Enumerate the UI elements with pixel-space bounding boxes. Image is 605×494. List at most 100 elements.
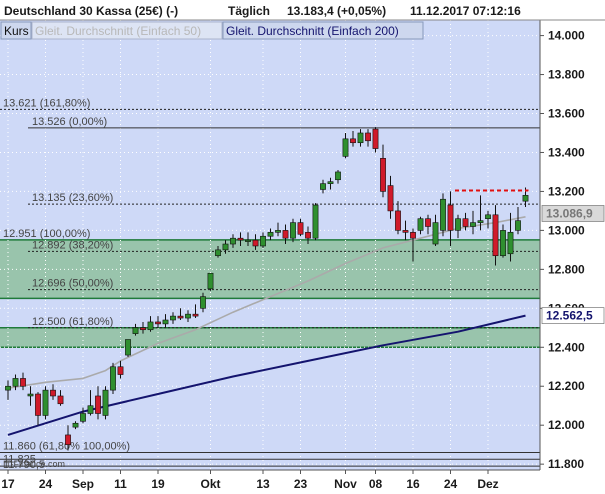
candle-body-up (5, 385, 11, 391)
candle-body-down (50, 389, 56, 397)
fib-level-label: 12.500 (61,80%) (32, 316, 113, 328)
fib-level-label: 11.790,5 (3, 459, 45, 471)
candle-body-up (102, 389, 109, 416)
x-tick-label: 17 (1, 477, 15, 491)
candle (192, 304, 199, 319)
candle-body-down (305, 232, 311, 239)
candle (245, 232, 251, 246)
candle-body-down (447, 204, 454, 231)
candle-body-up (132, 327, 139, 334)
candle-body-down (395, 210, 401, 231)
candle-body-up (507, 232, 514, 255)
candle-body-up (432, 222, 439, 245)
candle-body-up (110, 366, 116, 391)
quote-label: 13.183,4 (+0,05%) (287, 4, 386, 18)
candle-body-down (95, 395, 101, 414)
candle (372, 127, 379, 153)
candle-body-down (297, 222, 304, 235)
candle (320, 179, 326, 194)
candle-body-down (57, 395, 64, 405)
candle (507, 212, 514, 262)
candle-body-up (515, 220, 521, 231)
candle (492, 205, 499, 266)
candle (147, 316, 154, 332)
y-tick-label: 14.000 (548, 29, 585, 43)
candle (117, 360, 124, 379)
candle-body-down (425, 218, 431, 227)
candle (222, 240, 229, 254)
x-tick-label: 19 (151, 477, 165, 491)
candle (417, 216, 424, 235)
candle-body-down (492, 214, 499, 257)
x-tick-label: 08 (369, 477, 383, 491)
y-tick-label: 12.400 (548, 340, 585, 354)
x-tick-label: 13 (256, 477, 270, 491)
fib-level-label: 11.825 (3, 453, 36, 465)
legend-tab-ma50[interactable] (31, 21, 223, 40)
candle-body-up (12, 378, 19, 387)
candle (27, 386, 34, 406)
candle-body-down (387, 185, 394, 212)
candle (170, 312, 176, 324)
y-tick-label: 13.000 (548, 223, 585, 237)
candle-body-up (455, 218, 461, 231)
x-tick-label: 24 (39, 477, 53, 491)
ma50-line (7, 216, 526, 389)
candle (260, 232, 266, 248)
candle-body-down (350, 138, 356, 144)
candle (395, 201, 401, 235)
x-tick-label: Dez (477, 477, 498, 491)
y-tick-label: 13.600 (548, 107, 585, 121)
last-price-badge-box (541, 205, 605, 222)
legend-tab-ma200[interactable] (222, 21, 424, 40)
fib-level-label: 13.135 (23,60%) (32, 192, 113, 204)
candle (447, 191, 454, 246)
candle-body-down (462, 218, 469, 227)
candle-body-up (222, 243, 229, 251)
candle (185, 310, 191, 322)
candle (335, 170, 341, 184)
y-tick-label: 13.800 (548, 68, 585, 82)
candle-body-down (20, 378, 26, 387)
interval-label: Täglich (228, 4, 270, 18)
candle-body-up (320, 183, 326, 190)
candle-body-down (192, 313, 199, 317)
candle-body-up (87, 405, 94, 414)
candle-body-up (485, 214, 491, 220)
y-tick-label: 12.800 (548, 262, 585, 276)
legend-kurs-label: Kurs (4, 24, 29, 38)
candle (12, 374, 19, 391)
candle (80, 407, 86, 424)
candle (110, 362, 116, 395)
candle (365, 129, 371, 147)
candle (462, 212, 469, 231)
candle-body-down (155, 321, 161, 325)
candle-body-up (335, 171, 341, 181)
chart-title: Deutschland 30 Kassa (25€) (-) (4, 4, 178, 18)
candle (350, 131, 356, 147)
candle-body-up (80, 413, 86, 422)
candle-body-up (147, 321, 154, 331)
candle-body-up (42, 389, 49, 416)
x-tick-label: 16 (406, 477, 420, 491)
candle (252, 234, 259, 250)
x-tick-label: 23 (294, 477, 308, 491)
title-bar (0, 0, 605, 20)
y-tick-label: 13.200 (548, 184, 585, 198)
legend-tab-kurs[interactable] (0, 21, 32, 40)
candle (125, 339, 131, 358)
candle-body-down (117, 366, 124, 375)
candle-body-up (417, 218, 424, 231)
candle (515, 207, 521, 235)
y-tick-label: 12.200 (548, 379, 585, 393)
fib-level-label: 11.860 (61,80% 100,00%) (3, 440, 130, 452)
y-tick-label: 12.000 (548, 418, 585, 432)
candle (155, 316, 161, 328)
candle (432, 214, 439, 246)
candle (275, 222, 281, 237)
candle (65, 425, 71, 451)
candle-body-down (380, 158, 386, 192)
candle (312, 203, 319, 241)
candle-body-up (125, 339, 131, 356)
